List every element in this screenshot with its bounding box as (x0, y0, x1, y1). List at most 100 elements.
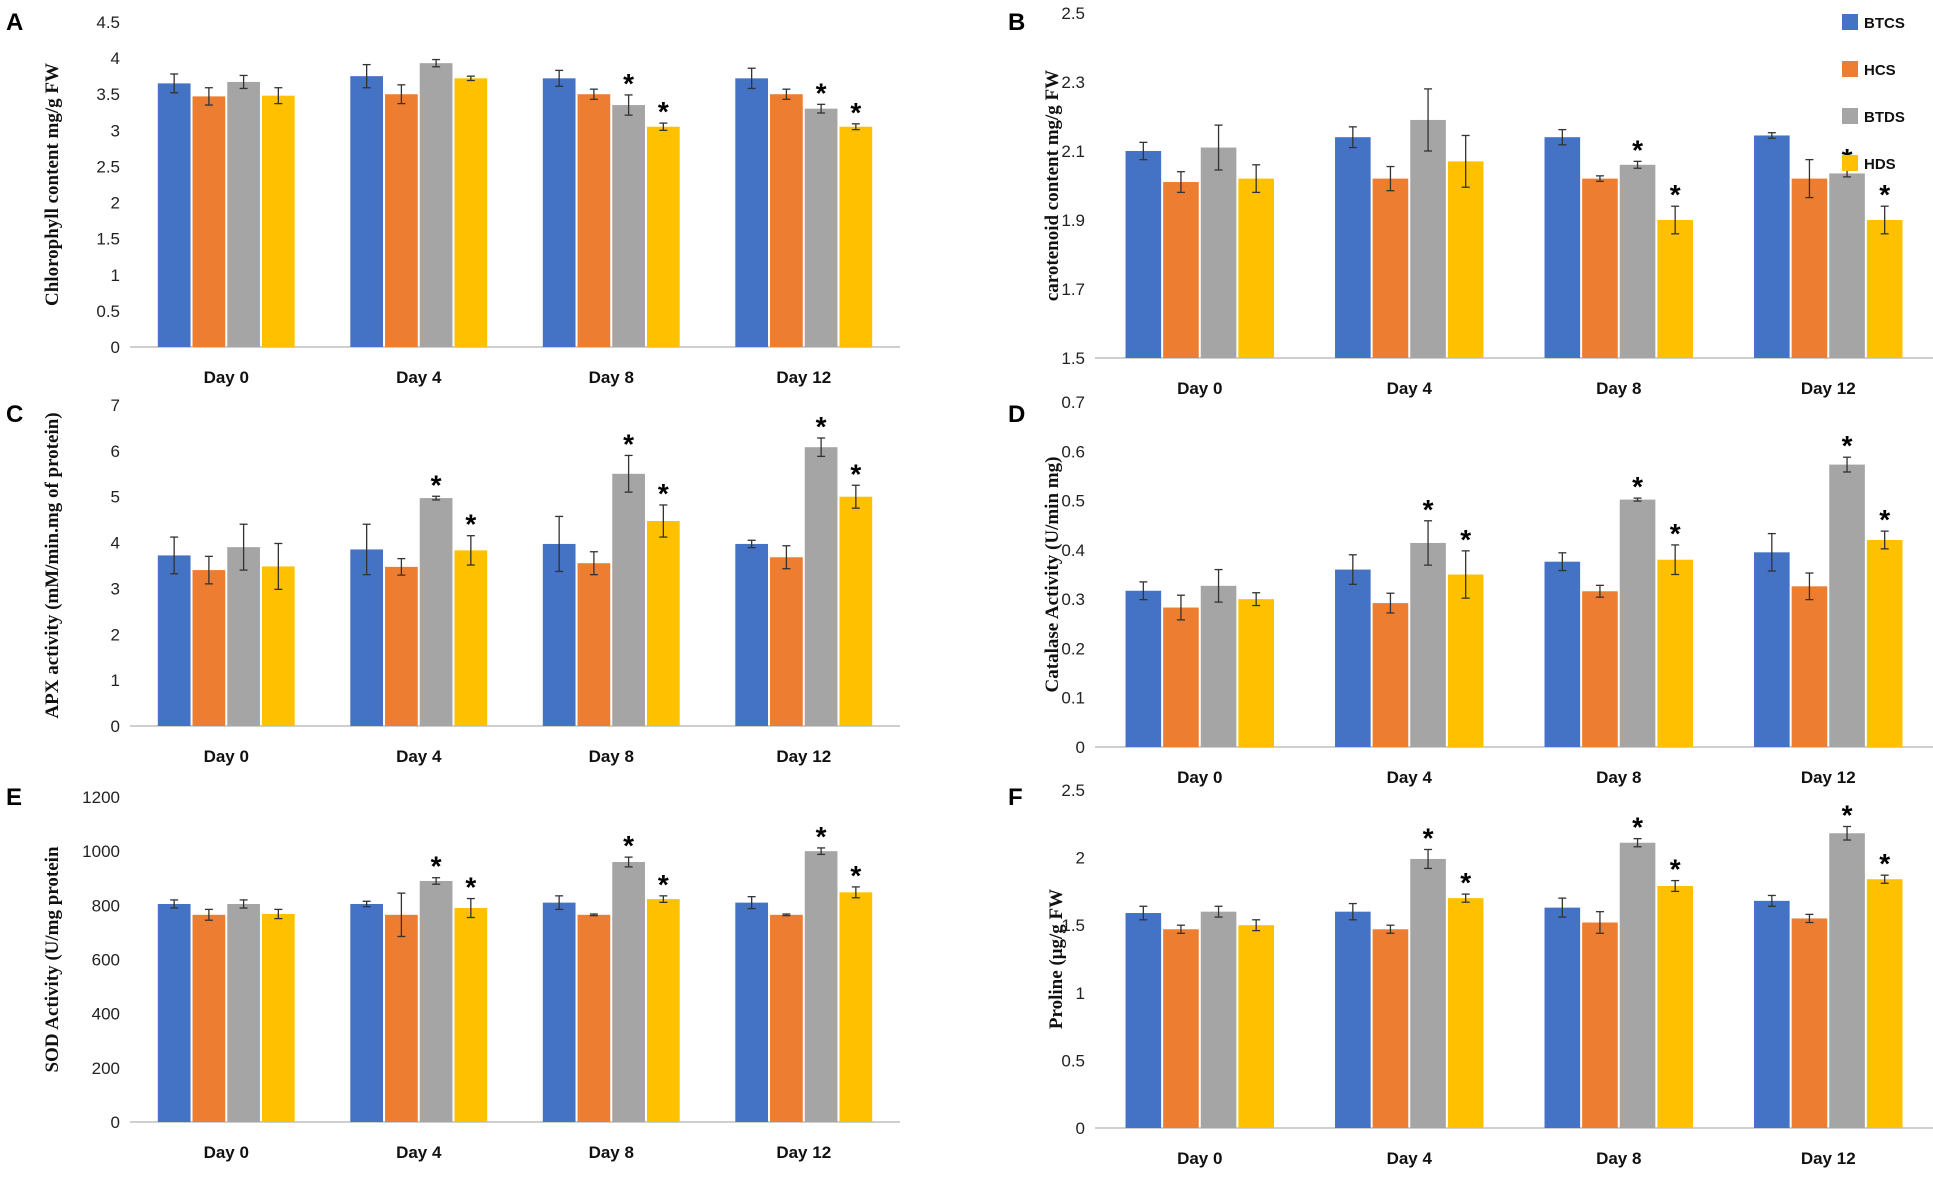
significance-star: * (658, 96, 669, 127)
significance-star: * (1670, 179, 1681, 210)
bar-btcs (157, 903, 191, 1122)
bar-hcs (192, 570, 226, 726)
y-tick-label: 0.3 (1061, 590, 1085, 609)
bar-hds (454, 908, 488, 1122)
legend-label-btds: BTDS (1864, 109, 1905, 126)
bar-hds (1447, 898, 1484, 1128)
panel-label: E (6, 784, 22, 811)
significance-star: * (1879, 504, 1890, 535)
y-tick-label: 1.9 (1061, 211, 1085, 230)
bar-hds (1657, 220, 1693, 358)
bar-btcs (1544, 907, 1581, 1128)
y-tick-label: 1 (111, 266, 120, 285)
x-category-label: Day 8 (589, 1143, 634, 1162)
x-category-label: Day 4 (396, 1143, 442, 1162)
y-axis-label: SOD Activity (U/mg protein (42, 846, 63, 1072)
bar-hcs (1582, 591, 1618, 747)
y-axis-label: Catalase Activity (U/min mg) (1042, 457, 1063, 693)
bar-btds (419, 63, 453, 348)
x-category-label: Day 8 (1596, 768, 1641, 787)
y-tick-label: 0.2 (1061, 639, 1085, 658)
bar-btds (804, 108, 838, 348)
x-category-label: Day 12 (776, 1143, 831, 1162)
y-tick-label: 4 (111, 49, 120, 68)
y-tick-label: 0.7 (1061, 393, 1085, 412)
bar-btcs (542, 902, 576, 1122)
bar-hds (454, 550, 488, 726)
bar-btds (612, 473, 645, 726)
bar-btcs (735, 543, 769, 726)
legend-label-hds: HDS (1864, 156, 1896, 173)
x-category-label: Day 0 (204, 747, 249, 766)
significance-star: * (850, 97, 861, 128)
bar-btds (1619, 499, 1656, 747)
panel-E: E 0 200 400 600 800 1000 1200 SOD Activity (U/mg… (6, 784, 900, 1162)
significance-star: * (465, 872, 476, 903)
panel-F: F 0 0.5 1 1.5 2 2.5 Proline (μg/g FW Day 0 Day 4 *… (1008, 781, 1933, 1168)
bar-hds (646, 899, 680, 1122)
bar-hds (1866, 879, 1903, 1128)
significance-star: * (1632, 134, 1643, 165)
y-tick-label: 0.5 (96, 302, 120, 321)
significance-star: * (1670, 518, 1681, 549)
bar-btcs (1125, 151, 1162, 358)
x-category-label: Day 0 (1177, 379, 1222, 398)
legend-label-btcs: BTCS (1864, 15, 1905, 32)
bar-hcs (1372, 603, 1409, 747)
significance-star: * (850, 860, 861, 891)
y-tick-label: 200 (92, 1059, 120, 1078)
bar-hds (839, 892, 873, 1122)
y-tick-label: 0.5 (1061, 1051, 1085, 1070)
bar-hcs (770, 94, 803, 347)
bar-hcs (192, 96, 226, 347)
bar-hcs (1163, 607, 1199, 747)
bar-hds (646, 126, 680, 347)
x-category-label: Day 4 (1387, 379, 1433, 398)
bar-btcs (735, 78, 769, 347)
panel-label: C (6, 401, 23, 428)
x-category-label: Day 12 (1801, 379, 1856, 398)
x-category-label: Day 4 (1387, 768, 1433, 787)
bar-btcs (1544, 137, 1581, 358)
bar-hcs (577, 914, 611, 1122)
legend-swatch-btds (1842, 108, 1858, 124)
y-tick-label: 0 (1076, 1119, 1085, 1138)
bar-hcs (1372, 178, 1409, 358)
bar-hds (1657, 559, 1693, 747)
significance-star: * (1879, 848, 1890, 879)
y-tick-label: 3 (111, 579, 120, 598)
bar-btcs (1335, 569, 1371, 747)
bar-btcs (542, 78, 576, 347)
y-tick-label: 7 (111, 396, 120, 415)
bar-btds (419, 880, 453, 1122)
significance-star: * (816, 77, 827, 108)
x-category-label: Day 0 (1177, 1149, 1222, 1168)
y-tick-label: 5 (111, 488, 120, 507)
y-tick-label: 400 (92, 1005, 120, 1024)
bar-btcs (1754, 135, 1790, 358)
bar-btds (1829, 833, 1865, 1128)
bar-btds (419, 498, 453, 726)
y-tick-label: 3 (111, 121, 120, 140)
y-tick-label: 0.1 (1061, 689, 1085, 708)
legend-swatch-btcs (1842, 14, 1858, 30)
significance-star: * (816, 821, 827, 852)
legend-label-hcs: HCS (1864, 62, 1896, 79)
bar-btcs (1754, 552, 1790, 747)
y-tick-label: 2.3 (1061, 73, 1085, 92)
x-category-label: Day 8 (1596, 379, 1641, 398)
bar-hcs (770, 914, 803, 1122)
y-axis-label: Proline (μg/g FW (1046, 889, 1067, 1029)
x-category-label: Day 12 (1801, 1149, 1856, 1168)
legend-swatch-hcs (1842, 61, 1858, 77)
significance-star: * (1460, 867, 1471, 898)
y-tick-label: 4.5 (96, 13, 120, 32)
significance-star: * (465, 509, 476, 540)
y-tick-label: 2 (111, 194, 120, 213)
bar-hcs (1163, 182, 1199, 358)
bar-hds (839, 496, 873, 726)
panel-label: D (1008, 401, 1025, 428)
bar-btds (804, 447, 838, 726)
significance-star: * (1423, 822, 1434, 853)
y-tick-label: 1000 (82, 842, 120, 861)
